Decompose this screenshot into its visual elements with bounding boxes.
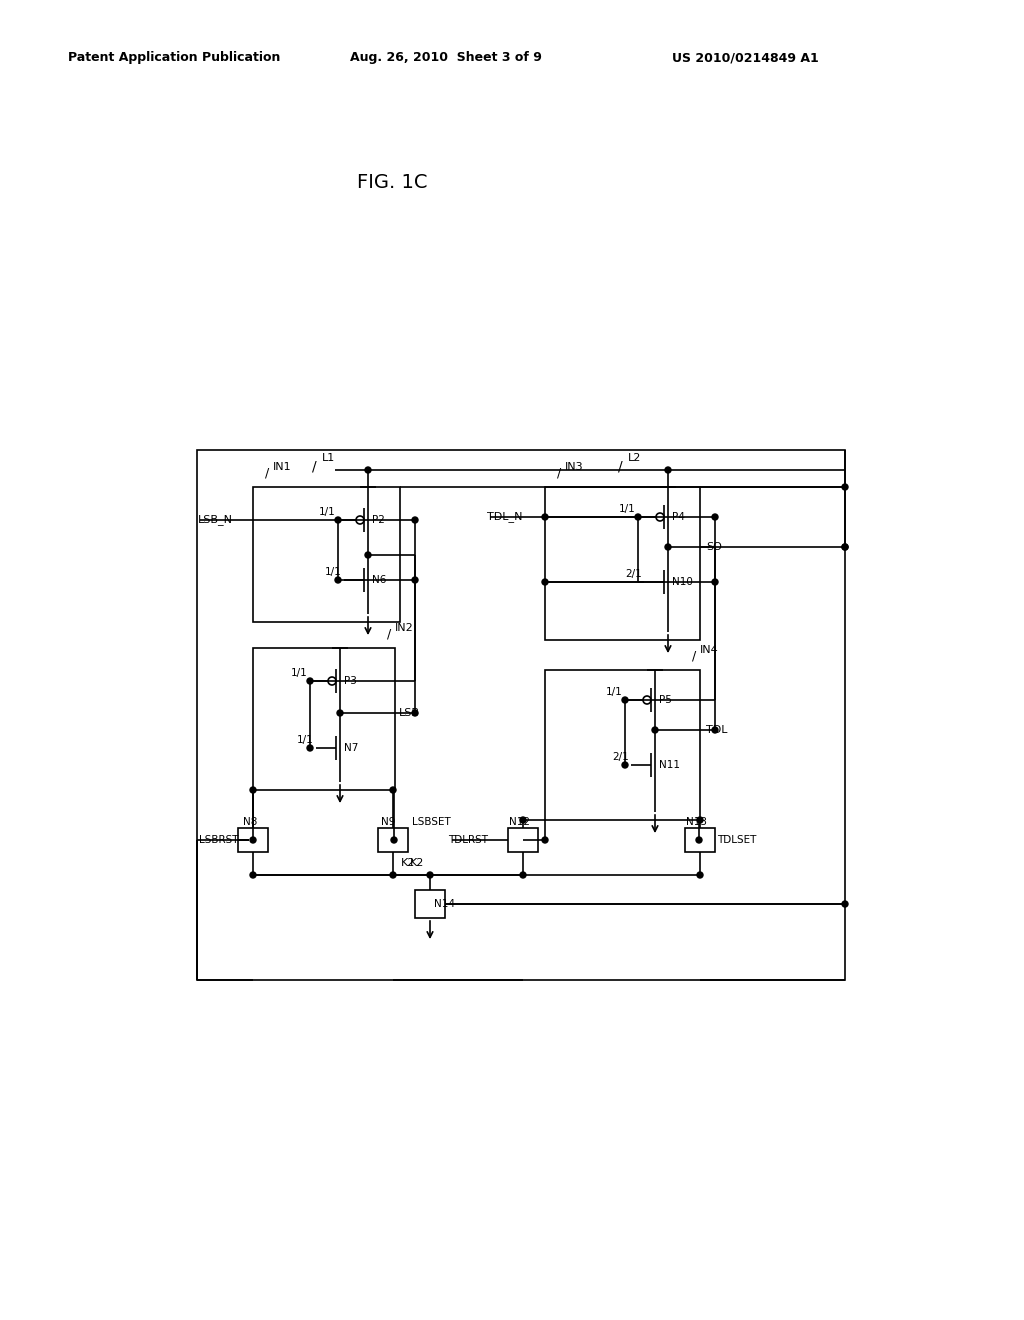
Circle shape	[335, 577, 341, 583]
Text: US 2010/0214849 A1: US 2010/0214849 A1	[672, 51, 819, 65]
Circle shape	[250, 873, 256, 878]
Text: Aug. 26, 2010  Sheet 3 of 9: Aug. 26, 2010 Sheet 3 of 9	[350, 51, 542, 65]
Bar	[197, 450, 845, 979]
Circle shape	[696, 837, 702, 843]
Circle shape	[391, 837, 397, 843]
Circle shape	[335, 517, 341, 523]
Circle shape	[390, 787, 396, 793]
Circle shape	[542, 513, 548, 520]
Text: IN3: IN3	[565, 462, 584, 473]
Bar	[378, 828, 408, 851]
Text: K2: K2	[410, 858, 424, 869]
Circle shape	[412, 710, 418, 715]
Text: N14: N14	[434, 899, 455, 909]
Text: /: /	[557, 466, 561, 479]
Text: /: /	[387, 627, 391, 640]
Text: P5: P5	[659, 696, 672, 705]
Text: TDLRST: TDLRST	[449, 836, 488, 845]
Circle shape	[412, 577, 418, 583]
Text: TDL_N: TDL_N	[487, 512, 522, 523]
Bar	[685, 828, 715, 851]
Circle shape	[712, 579, 718, 585]
Bar	[508, 828, 538, 851]
Text: P3: P3	[344, 676, 357, 686]
Circle shape	[307, 678, 313, 684]
Text: LSBSET: LSBSET	[412, 817, 451, 828]
Circle shape	[697, 817, 703, 822]
Text: 2/1: 2/1	[626, 569, 642, 579]
Text: N13: N13	[686, 817, 707, 828]
Text: FIG. 1C: FIG. 1C	[356, 173, 427, 191]
Text: N6: N6	[372, 576, 386, 585]
Circle shape	[842, 902, 848, 907]
Text: /: /	[692, 649, 696, 663]
Text: P4: P4	[672, 512, 685, 521]
Circle shape	[520, 873, 526, 878]
Text: LSB_N: LSB_N	[198, 515, 233, 525]
Circle shape	[842, 544, 848, 550]
Text: 2/1: 2/1	[612, 752, 629, 762]
Bar	[415, 890, 445, 917]
Circle shape	[250, 837, 256, 843]
Bar	[545, 671, 700, 820]
Text: L2: L2	[628, 453, 641, 463]
Text: L1: L1	[322, 453, 335, 463]
Text: TDL: TDL	[706, 725, 727, 735]
Circle shape	[542, 579, 548, 585]
Text: /: /	[312, 459, 316, 473]
Text: 1/1: 1/1	[319, 507, 336, 517]
Circle shape	[250, 787, 256, 793]
Text: K2: K2	[401, 858, 416, 869]
Circle shape	[712, 727, 718, 733]
Text: IN4: IN4	[700, 645, 719, 655]
Text: N10: N10	[672, 577, 693, 587]
Circle shape	[665, 544, 671, 550]
Bar	[238, 828, 268, 851]
Text: N12: N12	[509, 817, 530, 828]
Text: IN2: IN2	[395, 623, 414, 634]
Circle shape	[337, 710, 343, 715]
Text: 1/1: 1/1	[606, 686, 623, 697]
Text: Patent Application Publication: Patent Application Publication	[68, 51, 281, 65]
Circle shape	[520, 817, 526, 822]
Text: 1/1: 1/1	[297, 735, 314, 744]
Text: P2: P2	[372, 515, 385, 525]
Circle shape	[622, 762, 628, 768]
Circle shape	[652, 727, 658, 733]
Text: SO: SO	[706, 543, 722, 552]
Circle shape	[365, 552, 371, 558]
Bar	[545, 487, 700, 640]
Text: IN1: IN1	[273, 462, 292, 473]
Circle shape	[427, 873, 433, 878]
Circle shape	[542, 837, 548, 843]
Text: /: /	[618, 459, 623, 473]
Circle shape	[307, 744, 313, 751]
Circle shape	[712, 513, 718, 520]
Circle shape	[665, 467, 671, 473]
Bar	[253, 487, 400, 622]
Bar	[253, 648, 395, 789]
Circle shape	[635, 513, 641, 520]
Text: N8: N8	[243, 817, 257, 828]
Text: LSB: LSB	[399, 708, 420, 718]
Circle shape	[842, 544, 848, 550]
Circle shape	[390, 873, 396, 878]
Text: TDLSET: TDLSET	[717, 836, 757, 845]
Circle shape	[842, 484, 848, 490]
Circle shape	[697, 873, 703, 878]
Text: LSBRST: LSBRST	[199, 836, 239, 845]
Text: N7: N7	[344, 743, 358, 752]
Circle shape	[412, 517, 418, 523]
Text: 1/1: 1/1	[620, 504, 636, 513]
Text: 1/1: 1/1	[326, 568, 342, 577]
Text: 1/1: 1/1	[291, 668, 308, 678]
Text: N9: N9	[381, 817, 395, 828]
Text: /: /	[265, 466, 269, 479]
Circle shape	[622, 697, 628, 704]
Circle shape	[365, 467, 371, 473]
Text: N11: N11	[659, 760, 680, 770]
